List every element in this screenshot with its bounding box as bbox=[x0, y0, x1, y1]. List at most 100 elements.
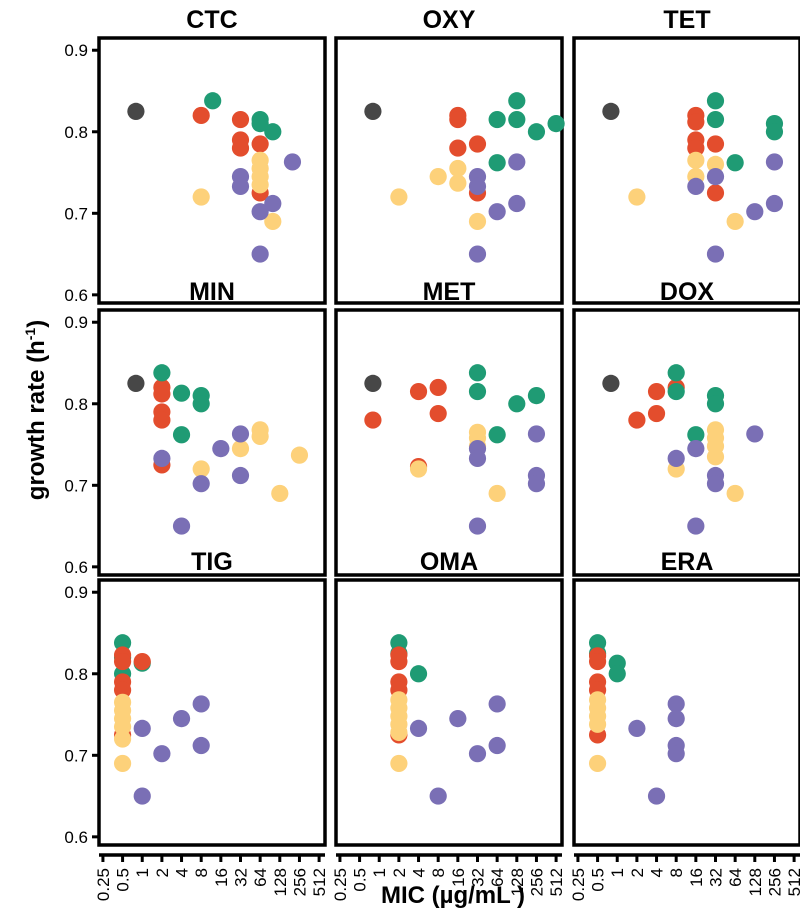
data-point-green bbox=[172, 384, 191, 402]
data-point-dark bbox=[364, 102, 382, 120]
data-point-purple bbox=[153, 449, 171, 467]
data-point-green bbox=[765, 123, 784, 141]
data-point-purple bbox=[251, 245, 269, 263]
y-tick-label: 0.9 bbox=[64, 41, 88, 60]
data-point-orange bbox=[113, 652, 132, 671]
data-point-purple bbox=[429, 787, 447, 805]
data-point-purple bbox=[667, 449, 685, 467]
data-point-purple bbox=[508, 153, 526, 171]
data-point-yellow bbox=[449, 174, 467, 192]
data-point-yellow bbox=[251, 427, 269, 445]
panel-frame bbox=[97, 578, 327, 847]
x-tick-label: 0.25 bbox=[569, 868, 588, 901]
x-tick-label: 32 bbox=[468, 868, 487, 887]
data-point-dark bbox=[127, 102, 145, 120]
data-point-yellow bbox=[588, 715, 607, 733]
data-point-orange bbox=[409, 382, 428, 401]
panel-frame bbox=[334, 578, 564, 847]
x-tick-label: 2 bbox=[628, 868, 647, 877]
data-point-orange bbox=[468, 135, 487, 153]
data-point-purple bbox=[409, 719, 428, 738]
data-point-orange bbox=[706, 184, 725, 202]
x-tick-label: 128 bbox=[746, 868, 765, 896]
x-tick-label: 1 bbox=[370, 868, 389, 877]
x-tick-label: 0.5 bbox=[114, 868, 133, 892]
data-point-purple bbox=[231, 425, 250, 443]
data-point-purple bbox=[283, 153, 302, 171]
data-point-yellow bbox=[588, 754, 607, 773]
data-point-green bbox=[251, 115, 269, 133]
data-point-green bbox=[706, 92, 725, 110]
data-point-green bbox=[508, 92, 526, 110]
y-tick-label: 0.7 bbox=[64, 476, 88, 495]
x-tick-label: 256 bbox=[290, 868, 309, 896]
data-point-purple bbox=[468, 745, 487, 763]
panel-frame bbox=[97, 36, 327, 305]
data-point-orange bbox=[628, 411, 646, 429]
data-point-orange bbox=[687, 113, 705, 131]
panel-title: OXY bbox=[423, 6, 476, 34]
data-point-yellow bbox=[726, 212, 744, 231]
data-point-green bbox=[113, 634, 132, 652]
data-point-dark bbox=[602, 374, 620, 392]
data-point-purple bbox=[468, 449, 487, 467]
panel-frame bbox=[572, 578, 800, 847]
data-point-purple bbox=[133, 719, 151, 738]
x-tick-label: 16 bbox=[687, 868, 706, 887]
y-tick-label: 0.8 bbox=[64, 123, 88, 142]
data-point-orange bbox=[113, 681, 132, 699]
x-tick-label: 1 bbox=[133, 868, 152, 877]
x-tick-label: 2 bbox=[390, 868, 409, 877]
data-point-orange bbox=[647, 382, 666, 401]
data-point-orange bbox=[153, 385, 171, 403]
data-point-yellow bbox=[113, 754, 132, 773]
data-point-green bbox=[726, 154, 744, 172]
data-point-yellow bbox=[113, 730, 132, 748]
panel-title: DOX bbox=[660, 278, 715, 306]
x-tick-label: 0.25 bbox=[331, 868, 350, 901]
data-point-yellow bbox=[390, 723, 408, 742]
panel-frame bbox=[97, 308, 327, 577]
y-tick-label: 0.9 bbox=[64, 583, 88, 602]
data-point-purple bbox=[667, 710, 685, 728]
data-point-orange bbox=[364, 411, 382, 429]
data-point-purple bbox=[264, 194, 282, 213]
data-point-purple bbox=[687, 517, 705, 535]
data-point-purple bbox=[468, 177, 487, 195]
x-tick-label: 512 bbox=[310, 868, 329, 896]
panel-frame bbox=[334, 308, 564, 577]
y-axis-title: growth rate (h-1) bbox=[22, 320, 50, 500]
data-point-green bbox=[468, 382, 487, 401]
data-point-yellow bbox=[449, 159, 467, 178]
data-point-green bbox=[488, 426, 506, 444]
x-tick-label: 256 bbox=[765, 868, 784, 896]
data-point-purple bbox=[527, 475, 546, 493]
panel-title: CTC bbox=[186, 6, 237, 34]
data-point-purple bbox=[172, 517, 191, 535]
x-tick-label: 0.25 bbox=[94, 868, 113, 901]
x-tick-label: 64 bbox=[726, 868, 745, 887]
x-tick-label: 16 bbox=[212, 868, 231, 887]
data-point-yellow bbox=[409, 460, 428, 478]
data-point-purple bbox=[765, 153, 784, 171]
data-point-green bbox=[667, 364, 685, 382]
panel-min: MIN 0.6 0.7 0.8 0.9 bbox=[64, 278, 327, 577]
data-point-orange bbox=[231, 139, 250, 157]
data-point-green bbox=[264, 123, 282, 141]
data-point-purple bbox=[706, 245, 725, 263]
data-point-dark bbox=[602, 102, 620, 120]
data-point-purple bbox=[212, 440, 230, 458]
panel-tet: TET bbox=[572, 6, 800, 305]
data-point-orange bbox=[231, 110, 250, 129]
data-point-purple bbox=[706, 475, 725, 493]
data-point-green bbox=[488, 154, 506, 172]
x-tick-label: 4 bbox=[410, 868, 429, 877]
data-point-green bbox=[706, 395, 725, 413]
data-point-yellow bbox=[628, 188, 646, 206]
data-point-orange bbox=[390, 652, 408, 671]
panel-frame bbox=[334, 36, 564, 305]
panel-title: MIN bbox=[189, 278, 235, 306]
x-tick-label: 8 bbox=[429, 868, 448, 877]
data-point-orange bbox=[706, 135, 725, 153]
